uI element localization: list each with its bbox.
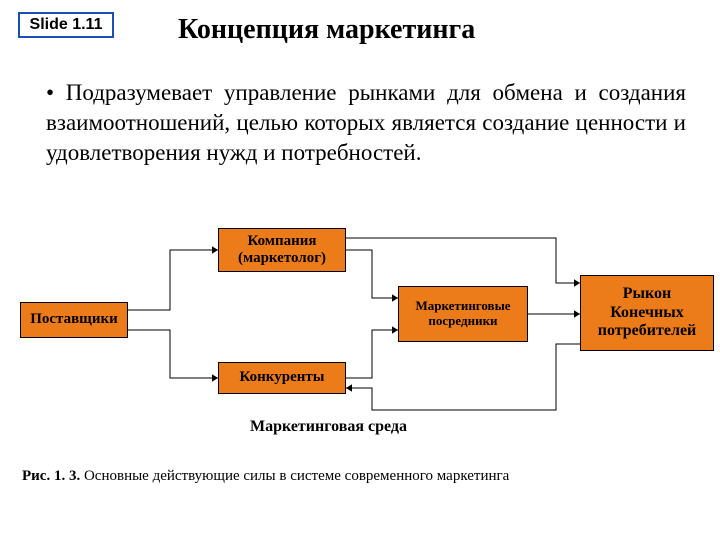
box-competitors: Конкуренты: [218, 362, 346, 394]
environment-label-text: Маркетинговая среда: [250, 418, 407, 435]
slide-number-text: Slide 1.11: [30, 16, 103, 33]
caption-text: Основные действующие силы в системе совр…: [84, 468, 509, 484]
slide-title-text: Концепция маркетинга: [178, 14, 475, 45]
environment-label: Маркетинговая среда: [250, 418, 407, 436]
box-competitors-label: Конкуренты: [240, 369, 325, 386]
box-company-label: Компания(маркетолог): [238, 233, 326, 268]
bullet-text: Подразумевает управление рынками для обм…: [46, 80, 686, 165]
figure-caption: Рис. 1. 3. Основные действующие силы в с…: [22, 468, 509, 485]
bullet-marker: •: [46, 80, 66, 105]
caption-prefix: Рис. 1. 3.: [22, 468, 84, 484]
box-intermediaries: Маркетинговыепосредники: [398, 286, 528, 342]
bullet-block: • Подразумевает управление рынками для о…: [46, 78, 686, 168]
box-company: Компания(маркетолог): [218, 228, 346, 272]
box-market: РыконКонечныхпотребителей: [580, 275, 714, 351]
box-market-label: РыконКонечныхпотребителей: [598, 285, 697, 340]
box-suppliers-label: Поставщики: [30, 311, 118, 328]
slide-title: Концепция маркетинга: [178, 14, 475, 46]
slide-number-tag: Slide 1.11: [18, 12, 114, 38]
box-suppliers: Поставщики: [20, 302, 128, 338]
box-intermediaries-label: Маркетинговыепосредники: [416, 299, 511, 329]
